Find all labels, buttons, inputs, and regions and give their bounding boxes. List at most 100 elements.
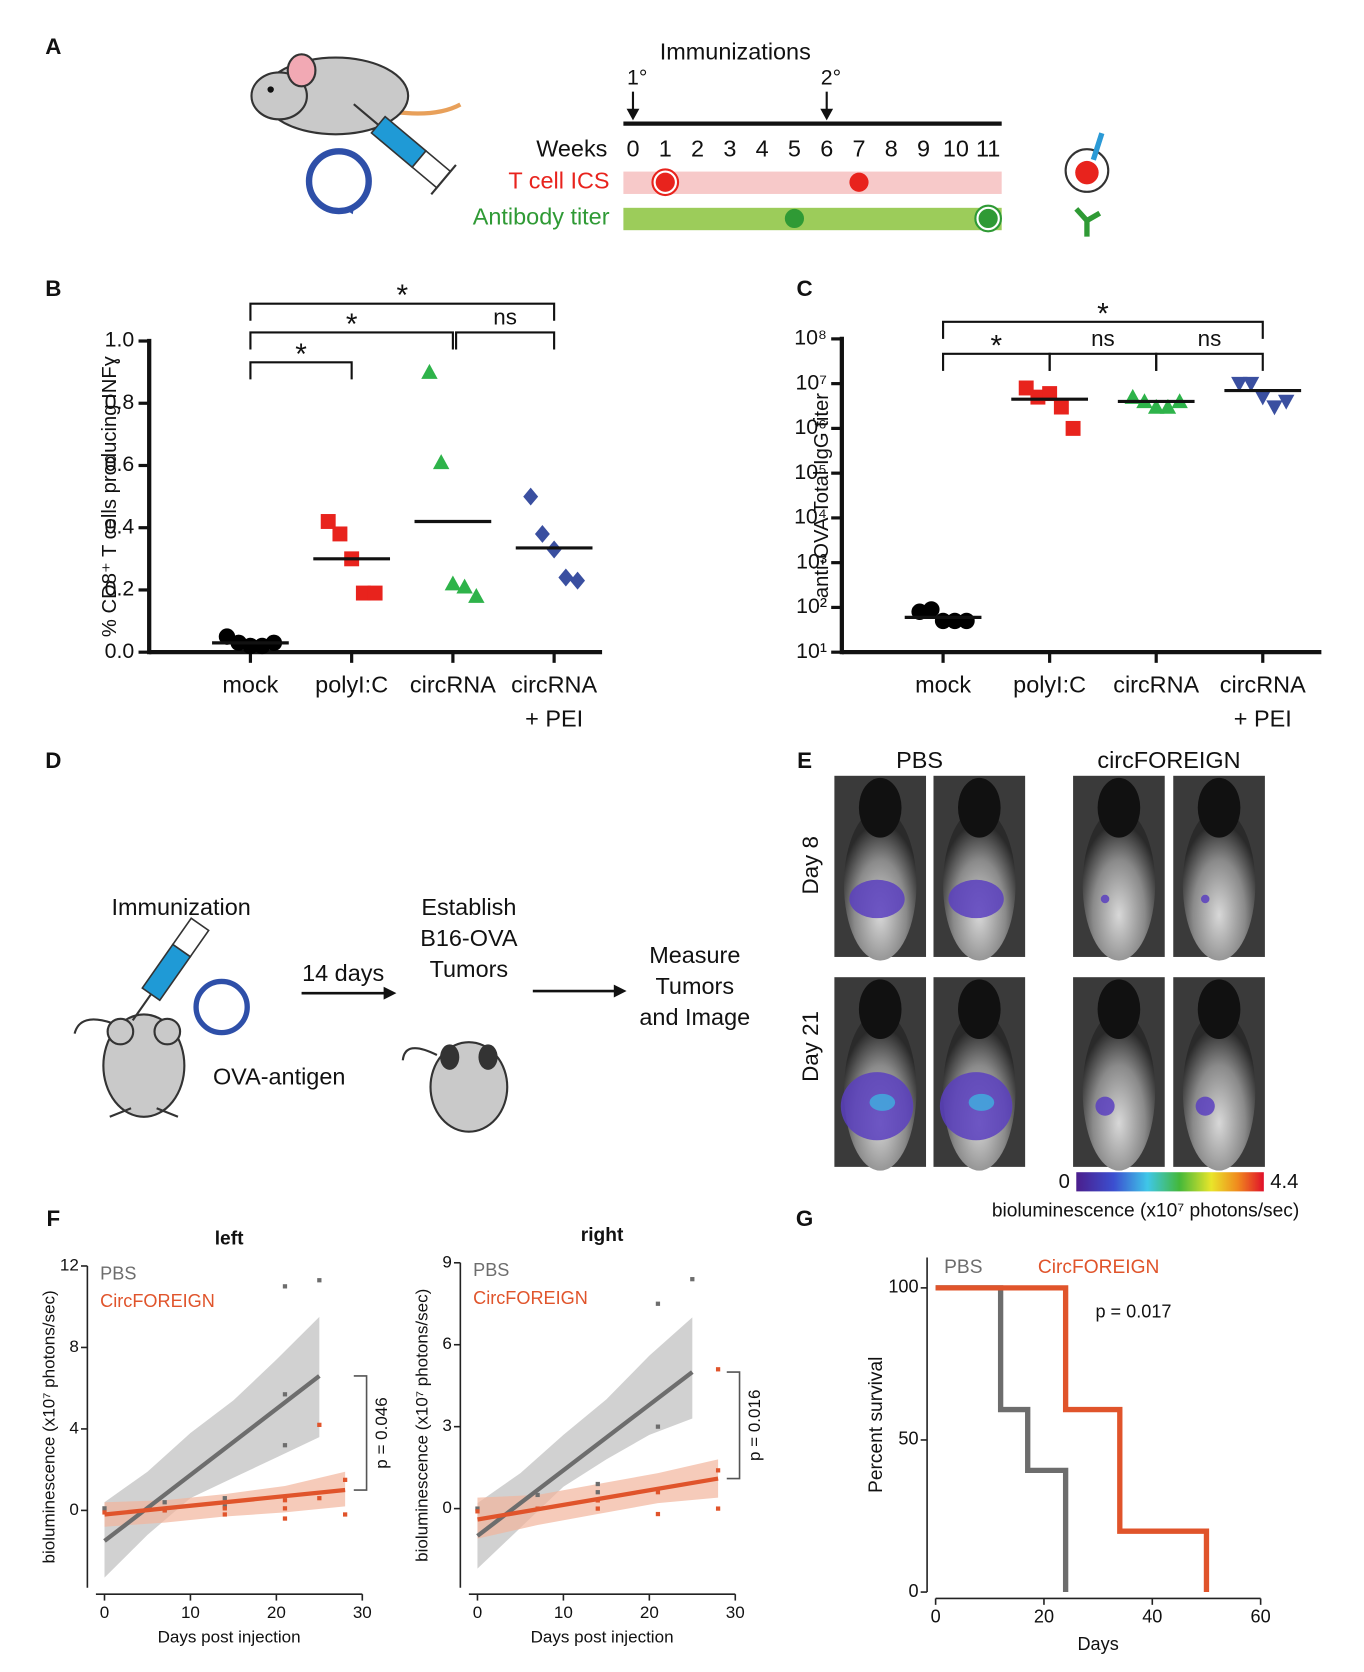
- panel-label: D: [45, 748, 61, 773]
- point: [535, 1492, 540, 1498]
- week-label: 3: [723, 135, 736, 161]
- weeks-label: Weeks: [536, 135, 607, 161]
- y-tick-label: 10⁵: [794, 460, 827, 484]
- x-tick-label: circRNA + PEI: [1220, 671, 1306, 731]
- mouse-head: [858, 979, 902, 1040]
- signal-core: [968, 1093, 995, 1111]
- y-tick-label: 1.0: [105, 328, 135, 352]
- x-tick-label: 20: [1034, 1606, 1054, 1626]
- row-label: Day 21: [798, 1011, 823, 1082]
- colorbar-label: bioluminescence (x10⁷ photons/sec): [992, 1201, 1299, 1222]
- point: [282, 1516, 288, 1521]
- step-label: Measure: [649, 942, 740, 968]
- step-label: Establish: [421, 894, 516, 920]
- point: [595, 1506, 600, 1511]
- x-tick-label: mock: [915, 671, 971, 697]
- legend-entry: PBS: [100, 1263, 136, 1283]
- y-tick-label: 0: [908, 1581, 918, 1601]
- point: [655, 1424, 661, 1429]
- timeline-title: Immunizations: [660, 38, 811, 64]
- significance-label: *: [991, 329, 1003, 362]
- x-tick-label: 60: [1251, 1606, 1271, 1626]
- panel-label: F: [46, 1206, 60, 1231]
- signal: [1200, 894, 1210, 904]
- week-label: 7: [852, 135, 865, 161]
- y-tick-label: 12: [60, 1255, 79, 1274]
- point: [595, 1490, 600, 1495]
- y-tick-label: 9: [442, 1252, 451, 1271]
- panel-label: C: [796, 276, 812, 301]
- y-tick-label: 0.8: [105, 390, 135, 414]
- step-label: Tumors: [430, 956, 509, 982]
- point: [1159, 398, 1177, 414]
- point: [595, 1481, 600, 1487]
- point: [558, 568, 574, 587]
- y-tick-label: 10⁷: [796, 370, 827, 394]
- point: [690, 1277, 695, 1282]
- mouse-head: [858, 777, 902, 838]
- y-axis-label: anti-OVA Total IgG titer: [811, 393, 833, 598]
- point: [444, 575, 462, 591]
- significance-label: *: [295, 338, 307, 371]
- comparison-bracket: [249, 361, 353, 380]
- p-value: p = 0.017: [1095, 1302, 1171, 1322]
- point: [1053, 399, 1069, 415]
- timepoint: [849, 172, 869, 192]
- week-label: 10: [943, 135, 969, 161]
- comparison-bracket: [1048, 352, 1158, 371]
- colorbar-max: 4.4: [1270, 1171, 1298, 1193]
- point: [282, 1284, 288, 1289]
- dose-label: 2°: [821, 65, 841, 89]
- y-axis-label: Percent survival: [866, 1357, 887, 1493]
- column-label: PBS: [896, 747, 943, 773]
- step-label: B16-OVA: [420, 925, 518, 951]
- x-tick-label: 30: [353, 1603, 372, 1622]
- y-axis-label: bioluminescence (x10⁷ photons/sec): [40, 1290, 59, 1563]
- y-tick-label: 6: [442, 1334, 451, 1353]
- point: [475, 1506, 480, 1511]
- y-tick-label: 50: [898, 1429, 918, 1449]
- point: [1231, 376, 1248, 392]
- signal: [948, 879, 1004, 919]
- fit-line: [104, 1487, 346, 1517]
- p-value: p = 0.046: [372, 1397, 391, 1469]
- fit-line: [477, 1476, 719, 1522]
- bioluminescence-images: [834, 775, 1265, 1171]
- point: [523, 487, 539, 506]
- y-tick-label: 4: [69, 1418, 78, 1437]
- comparison-bracket: [455, 331, 556, 350]
- mouse-head: [957, 979, 1001, 1040]
- point: [534, 524, 550, 543]
- y-tick-label: 8: [69, 1337, 78, 1356]
- p-value-bracket: [353, 1375, 368, 1491]
- x-axis-label: Days post injection: [158, 1627, 301, 1646]
- y-tick-label: 3: [442, 1416, 451, 1435]
- x-tick-label: 10: [554, 1603, 573, 1622]
- row-label: Antibody titer: [473, 204, 610, 230]
- fit-line: [103, 1374, 321, 1543]
- point: [342, 1477, 348, 1482]
- workflow-illustration: [73, 917, 627, 1133]
- signal: [1095, 1096, 1115, 1116]
- timepoint: [655, 172, 675, 192]
- point: [715, 1468, 721, 1473]
- y-tick-label: 0.0: [105, 639, 135, 663]
- week-label: 1: [659, 135, 672, 161]
- y-tick-label: 10³: [796, 549, 827, 573]
- point: [317, 1496, 322, 1501]
- legend-entry: CircFOREIGN: [473, 1288, 588, 1308]
- dose-label: 1°: [627, 65, 647, 89]
- point: [102, 1506, 107, 1511]
- column-label: circFOREIGN: [1097, 747, 1240, 773]
- x-tick-label: mock: [222, 671, 278, 697]
- comparison-bracket: [249, 331, 454, 350]
- signal: [1195, 1096, 1215, 1116]
- point: [222, 1506, 227, 1511]
- week-label: 11: [976, 135, 1000, 161]
- p-value: p = 0.016: [745, 1390, 764, 1462]
- point: [958, 612, 975, 630]
- mouse-body: [1082, 1011, 1156, 1171]
- x-tick-label: 20: [267, 1603, 286, 1622]
- panel-label: B: [45, 276, 61, 301]
